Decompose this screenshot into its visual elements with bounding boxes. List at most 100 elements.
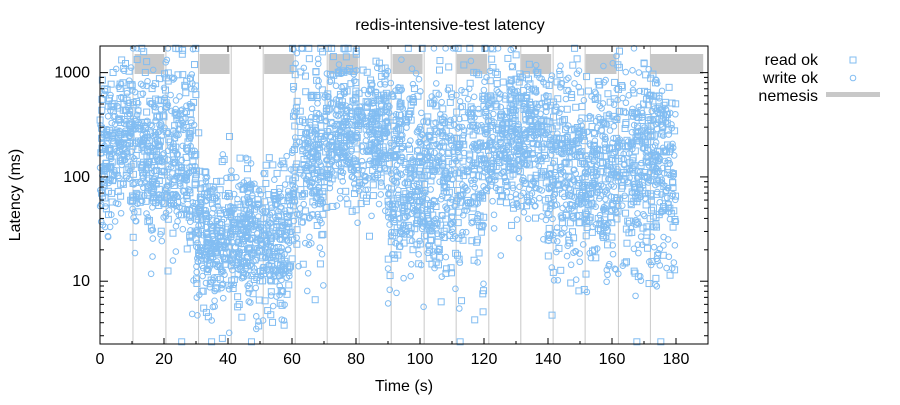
write-ok-point <box>171 109 179 116</box>
write-ok-point <box>516 183 523 191</box>
write-ok-point <box>278 244 285 252</box>
read-ok-point <box>269 161 277 169</box>
write-ok-point <box>557 163 565 170</box>
read-ok-point <box>475 71 483 79</box>
write-ok-point <box>239 211 247 218</box>
write-ok-point <box>213 217 220 225</box>
read-ok-point <box>267 288 275 296</box>
write-ok-point <box>334 112 342 120</box>
write-ok-point <box>228 167 235 174</box>
write-ok-point <box>464 95 472 103</box>
write-ok-point <box>480 221 487 229</box>
write-ok-point <box>490 119 498 126</box>
write-ok-point <box>563 252 571 260</box>
write-ok-point <box>653 125 661 133</box>
write-ok-point <box>630 181 637 188</box>
write-ok-point <box>507 46 515 54</box>
write-ok-point <box>341 90 348 97</box>
write-ok-point <box>219 280 227 288</box>
write-ok-point <box>430 96 438 104</box>
write-ok-point <box>433 166 440 174</box>
write-ok-point <box>595 114 602 121</box>
write-ok-point <box>591 137 599 145</box>
write-ok-point <box>111 169 119 176</box>
write-ok-point <box>452 285 459 293</box>
write-ok-point <box>666 160 674 167</box>
read-ok-point <box>192 44 200 52</box>
write-ok-point <box>114 137 122 145</box>
write-ok-point <box>532 202 539 210</box>
write-ok-point <box>149 204 156 211</box>
read-ok-point <box>291 174 299 182</box>
write-ok-point <box>372 174 379 182</box>
write-ok-point <box>648 233 656 241</box>
write-ok-point <box>583 288 591 296</box>
legend: read ok write ok nemesis <box>758 52 880 105</box>
read-ok-point <box>369 192 377 200</box>
write-ok-point <box>568 205 575 212</box>
write-ok-point <box>155 143 162 150</box>
read-ok-point <box>276 299 284 307</box>
write-ok-point <box>566 147 573 154</box>
read-ok-point <box>470 256 478 264</box>
write-ok-point <box>642 149 650 157</box>
read-ok-point <box>605 114 613 122</box>
write-ok-point <box>655 94 663 102</box>
read-ok-point <box>265 154 273 162</box>
y-axis-label: Latency (ms) <box>7 149 24 241</box>
write-ok-point <box>565 205 573 212</box>
write-ok-point <box>304 137 312 145</box>
read-ok-point <box>191 61 199 69</box>
write-ok-point <box>535 162 543 170</box>
read-ok-point <box>226 133 234 141</box>
read-ok-point <box>594 94 602 102</box>
write-ok-point <box>414 127 422 134</box>
write-ok-point <box>591 149 598 156</box>
nemesis-bands <box>134 54 704 74</box>
read-ok-point <box>613 134 621 142</box>
write-ok-point <box>542 92 550 99</box>
write-ok-point <box>447 132 454 140</box>
write-ok-point <box>546 205 554 213</box>
write-ok-point <box>513 216 521 223</box>
write-ok-point <box>639 109 646 117</box>
read-ok-point <box>512 51 520 59</box>
write-ok-point <box>534 103 541 111</box>
write-ok-point <box>469 218 477 226</box>
write-ok-point <box>554 130 561 137</box>
write-ok-point <box>475 191 483 199</box>
write-ok-point <box>532 100 539 108</box>
write-ok-point <box>316 217 324 224</box>
write-ok-point <box>190 202 197 210</box>
write-ok-point <box>525 147 533 154</box>
write-ok-point <box>232 249 240 256</box>
write-ok-point <box>642 129 649 137</box>
write-ok-point <box>132 217 140 225</box>
write-ok-point <box>600 222 608 230</box>
write-ok-point <box>355 166 362 174</box>
write-ok-point <box>649 116 657 123</box>
write-ok-point <box>124 129 132 136</box>
write-ok-point <box>111 218 119 225</box>
write-ok-point <box>398 144 406 151</box>
write-ok-point <box>422 232 430 239</box>
write-ok-point <box>257 272 265 280</box>
write-ok-point <box>628 128 636 136</box>
write-ok-point <box>142 158 150 166</box>
write-ok-point <box>135 126 143 133</box>
write-ok-point <box>197 198 205 206</box>
write-ok-point <box>582 192 589 199</box>
write-ok-point <box>570 176 578 184</box>
read-ok-point <box>144 191 152 199</box>
write-ok-point <box>609 242 616 249</box>
write-ok-point <box>520 174 527 182</box>
read-ok-point <box>307 94 315 102</box>
write-ok-point <box>269 302 277 310</box>
write-ok-point <box>399 207 407 214</box>
write-ok-point <box>394 186 402 194</box>
write-ok-point <box>291 183 299 191</box>
write-ok-point <box>515 155 522 163</box>
write-ok-point <box>559 204 566 212</box>
write-ok-point <box>397 227 404 235</box>
